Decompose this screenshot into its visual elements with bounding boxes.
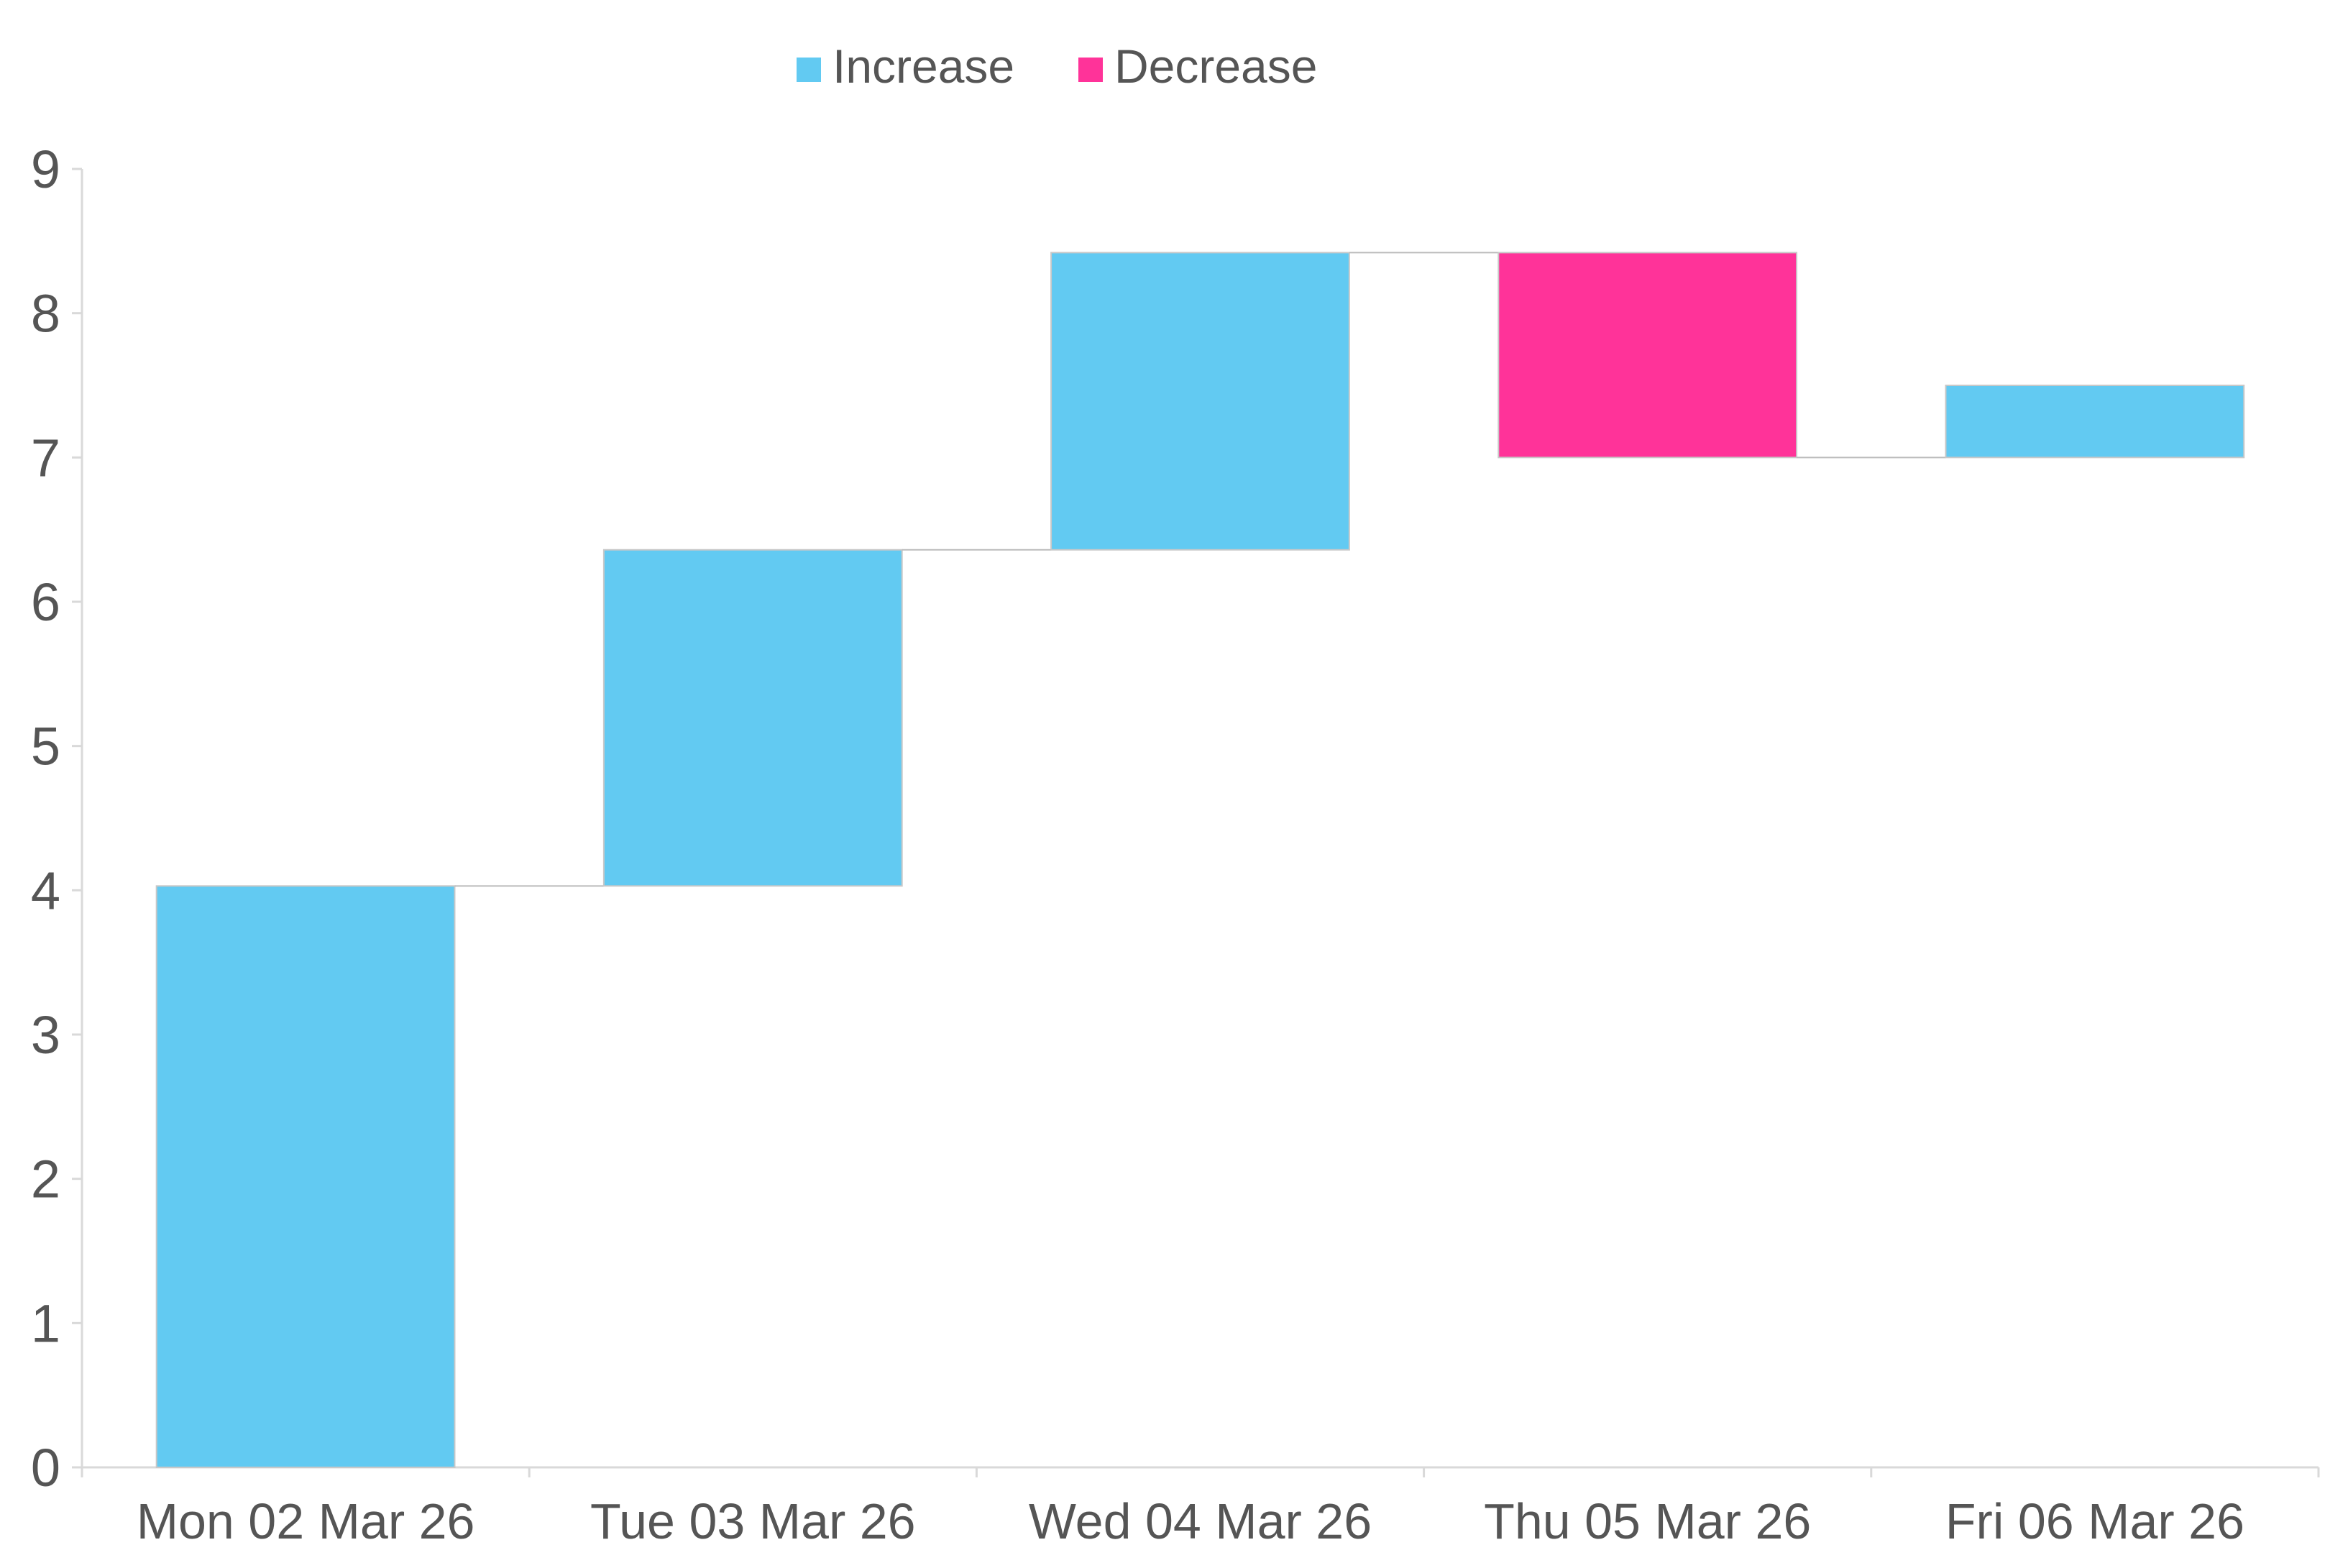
y-tick-label: 7 (31, 428, 60, 487)
x-tick-label: Mon 02 Mar 26 (137, 1493, 475, 1549)
legend-label-decrease: Decrease (1114, 40, 1317, 93)
bar-increase (1050, 252, 1350, 551)
bars (155, 252, 2245, 1468)
y-tick-label: 2 (31, 1150, 60, 1209)
y-tick-label: 8 (31, 284, 60, 344)
bar-increase (1945, 385, 2245, 459)
legend-swatch-increase (797, 58, 821, 82)
x-tick-label: Tue 03 Mar 26 (590, 1493, 916, 1549)
y-tick-label: 6 (31, 572, 60, 632)
x-tick-label: Wed 04 Mar 26 (1029, 1493, 1372, 1549)
axes: 0 1 2 3 4 5 6 7 8 9 Mon 02 Mar 26 Tue 03 Mar 26 Wed … (31, 139, 2320, 1549)
bar-increase (602, 549, 903, 887)
y-tick-label: 3 (31, 1005, 60, 1065)
x-tick-label: Thu 05 Mar 26 (1484, 1493, 1811, 1549)
y-tick-label: 1 (31, 1293, 60, 1353)
legend-label-increase: Increase (833, 40, 1014, 93)
y-tick-label: 5 (31, 717, 60, 776)
y-tick-label: 0 (31, 1438, 60, 1498)
bar-decrease (1497, 252, 1798, 459)
x-tick-label: Fri 06 Mar 26 (1945, 1493, 2244, 1549)
y-tick-label: 4 (31, 861, 60, 920)
legend-swatch-decrease (1078, 58, 1103, 82)
bar-increase (155, 885, 456, 1468)
y-tick-label: 9 (31, 139, 60, 199)
legend: Increase Decrease (797, 40, 1317, 93)
